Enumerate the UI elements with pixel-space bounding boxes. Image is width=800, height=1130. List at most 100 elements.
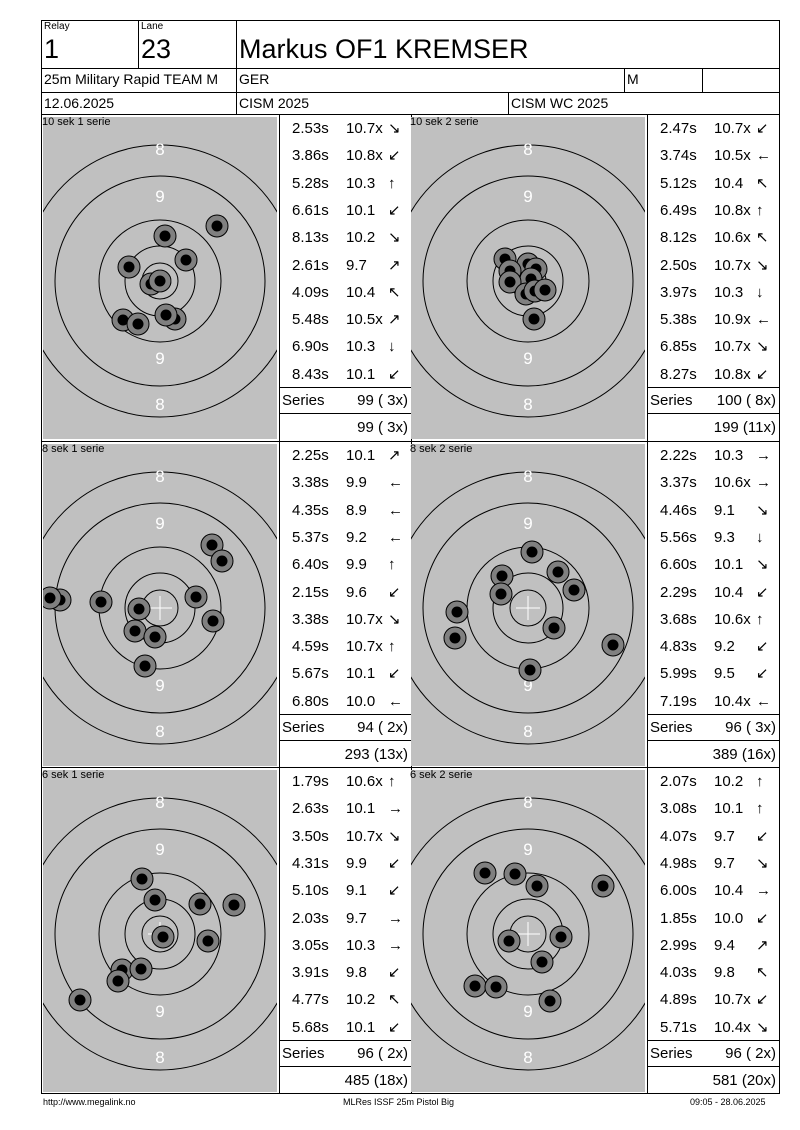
shot-row: 5.99s 9.5 ↙ [648, 660, 779, 687]
shot-row: 1.85s 10.0 ↙ [648, 905, 779, 932]
shot-hole-center [117, 314, 129, 326]
series-title: 10 sek 2 serie [410, 116, 479, 128]
shot-hole [546, 560, 570, 584]
shot-hole [484, 975, 508, 999]
shot-row: 3.38s 9.9 ← [280, 469, 411, 496]
shot-row: 2.63s 10.1 → [280, 795, 411, 822]
shot-row: 6.85s 10.7x ↘ [648, 333, 779, 360]
shot-direction-icon: ↖ [388, 991, 401, 1009]
shot-score: 10.6x [714, 610, 751, 628]
shot-time: 4.98s [660, 854, 697, 872]
shot-row: 2.07s 10.2 ↑ [648, 768, 779, 795]
shot-row: 2.25s 10.1 ↗ [280, 442, 411, 469]
shot-direction-icon: ↑ [388, 174, 396, 192]
shot-hole-center [503, 935, 515, 947]
shot-row: 4.31s 9.9 ↙ [280, 850, 411, 877]
ring-number: 8 [523, 467, 532, 486]
series-label: Series [282, 719, 325, 736]
shot-hole-center [548, 622, 560, 634]
shot-time: 5.37s [292, 528, 329, 546]
shot-score: 10.3 [714, 283, 744, 301]
shot-time: 5.68s [292, 1018, 329, 1036]
shot-hole-center [44, 592, 56, 604]
shot-row: 2.61s 9.7 ↗ [280, 252, 411, 279]
shot-hole-center [202, 935, 214, 947]
shot-row: 4.46s 9.1 ↘ [648, 497, 779, 524]
shot-score: 10.7x [346, 610, 383, 628]
shot-row: 5.71s 10.4x ↘ [648, 1014, 779, 1041]
shot-direction-icon: ↙ [388, 583, 401, 601]
shot-hole [591, 874, 615, 898]
ring-number: 8 [155, 793, 164, 812]
shot-score: 10.7x [346, 827, 383, 845]
shot-time: 3.50s [292, 827, 329, 845]
shot-time: 5.71s [660, 1018, 697, 1036]
shot-score: 10.6x [346, 773, 383, 790]
shot-score: 9.9 [346, 854, 367, 872]
target-face: 8 9 9 8 [43, 444, 277, 766]
ring-number: 9 [523, 514, 532, 533]
nation-divider [236, 68, 237, 92]
shot-direction-icon: → [388, 800, 403, 818]
shot-row: 5.48s 10.5x ↗ [280, 306, 411, 333]
shot-row: 7.19s 10.4x ← [648, 688, 779, 715]
shot-direction-icon: ↗ [388, 256, 401, 274]
header-frame [41, 20, 780, 115]
shot-direction-icon: → [388, 909, 403, 927]
shot-direction-icon: → [756, 474, 771, 492]
shot-score: 10.0 [346, 692, 376, 710]
shot-time: 3.68s [660, 610, 697, 628]
shot-score: 10.1 [346, 1018, 376, 1036]
shot-direction-icon: ← [388, 692, 403, 710]
shot-row: 3.08s 10.1 ↑ [648, 795, 779, 822]
shot-hole-center [149, 631, 161, 643]
shot-row: 6.61s 10.1 ↙ [280, 197, 411, 224]
shot-time: 4.07s [660, 827, 697, 845]
competition: CISM 2025 [239, 95, 310, 111]
shot-hole [222, 893, 246, 917]
shot-direction-icon: ↗ [756, 936, 769, 954]
shot-time: 6.61s [292, 201, 329, 219]
shot-hole-center [132, 318, 144, 330]
shot-direction-icon: ↙ [756, 638, 769, 656]
shot-hole [123, 619, 147, 643]
relay-label: Relay [44, 21, 70, 32]
shot-row: 2.15s 9.6 ↙ [280, 579, 411, 606]
target-ring [54, 828, 266, 1040]
shot-time: 3.74s [660, 147, 697, 165]
shot-row: 4.98s 9.7 ↘ [648, 850, 779, 877]
series-total: 100 ( 8x) [716, 392, 776, 409]
shot-direction-icon: ← [388, 474, 403, 492]
shot-direction-icon: ← [756, 147, 771, 165]
target-ring [141, 915, 179, 953]
shot-score: 10.1 [346, 365, 376, 383]
shot-table: 1.79s 10.6x ↑ 2.63s 10.1 → 3.50s 10.7x ↘ 4.31s 9.9… [279, 768, 412, 1094]
footer-timestamp: 09:05 - 28.06.2025 [690, 1097, 766, 1107]
shot-direction-icon: ↘ [756, 338, 769, 356]
panel-separator [41, 1093, 780, 1094]
shot-score: 9.7 [714, 854, 735, 872]
shot-hole-center [149, 894, 161, 906]
shot-time: 6.00s [660, 882, 697, 900]
target-ring [98, 219, 222, 343]
shot-hole-center [160, 309, 172, 321]
target-ring [422, 828, 634, 1040]
shot-hole [133, 654, 157, 678]
shot-hole-center [490, 981, 502, 993]
shot-score: 10.7x [714, 991, 751, 1009]
shot-hole [148, 269, 172, 293]
ring-number: 8 [523, 722, 532, 741]
shot-time: 4.59s [292, 638, 329, 656]
shot-time: 2.61s [292, 256, 329, 274]
shot-score: 10.1 [714, 556, 744, 574]
shot-time: 8.12s [660, 229, 697, 247]
running-total: 199 (11x) [713, 419, 776, 436]
shot-time: 3.38s [292, 610, 329, 628]
shot-hole [445, 600, 469, 624]
shot-row: 4.35s 8.9 ← [280, 497, 411, 524]
shot-hole [205, 214, 229, 238]
running-total: 581 (20x) [712, 1072, 776, 1089]
lane-value: 23 [141, 34, 172, 64]
shot-direction-icon: ↑ [756, 773, 764, 790]
shot-hole-center [568, 584, 580, 596]
